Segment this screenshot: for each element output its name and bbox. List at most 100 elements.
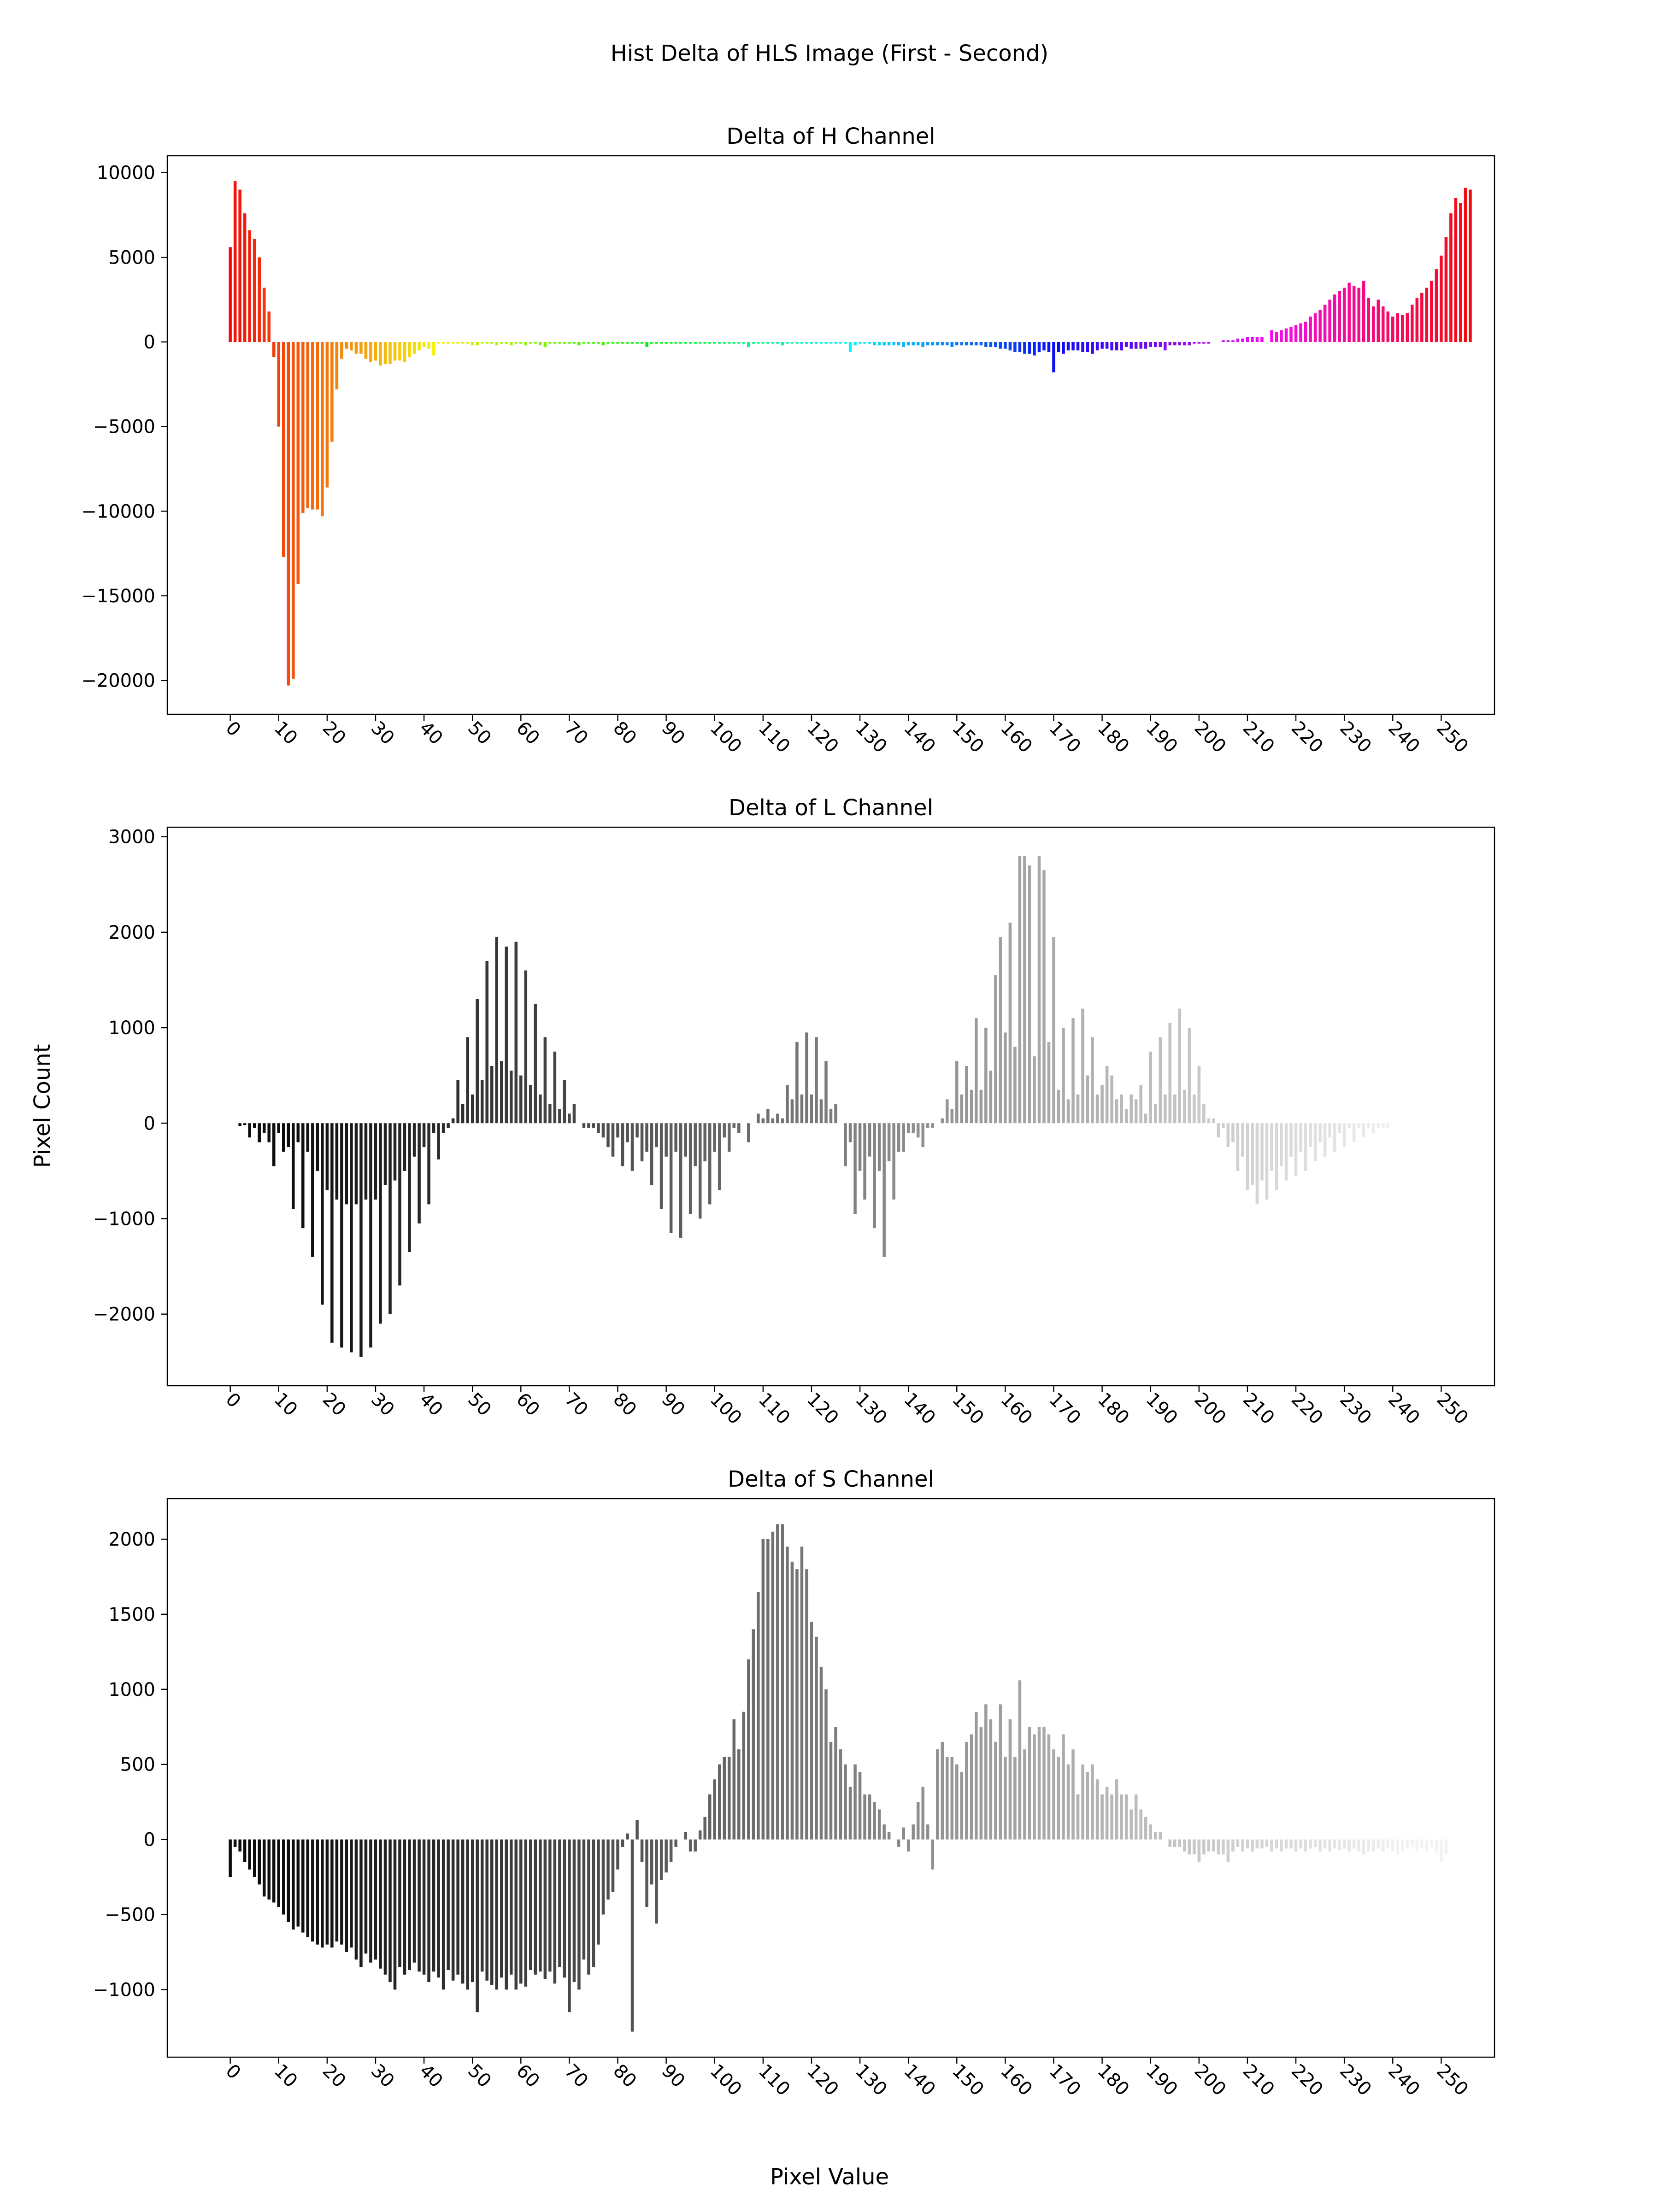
l-bar [718,1123,721,1190]
l-bar [621,1123,624,1166]
h-bar [887,342,891,346]
h-bar [630,342,634,344]
h-y-tick-label: 0 [144,332,155,353]
h-bar [1338,291,1341,342]
s-bar [393,1839,397,1990]
l-bar [321,1123,324,1305]
h-bar [524,342,528,346]
s-bar [887,1832,891,1840]
l-bar [906,1123,910,1133]
s-bar [955,1764,959,1840]
h-bar [441,342,445,344]
s-bar [447,1839,450,1971]
l-y-tick-label: 0 [144,1113,155,1134]
h-channel-title: Delta of H Channel [726,124,935,149]
h-bar [786,342,789,344]
h-bar [258,257,261,342]
s-bar [698,1830,702,1840]
s-bar [834,1727,837,1840]
s-bar [1052,1749,1055,1840]
h-bar [374,342,377,361]
h-bar [451,342,455,344]
s-bar [374,1839,377,1960]
h-bar [1144,342,1147,349]
s-bar [577,1839,581,1990]
h-bar [229,247,232,342]
l-bar [485,961,488,1124]
l-bar [1164,1094,1167,1124]
h-bar [456,342,459,344]
l-bar [1081,1008,1084,1124]
h-bar [1406,313,1409,342]
s-bar [480,1839,484,1972]
h-bar [510,342,513,346]
s-bar [674,1839,677,1847]
s-bar [742,1712,746,1840]
s-y-tick-label: −1000 [93,1979,155,2000]
l-bar [1197,1065,1201,1124]
h-bar [1193,342,1196,344]
s-bar [611,1839,615,1892]
h-bar [1246,336,1249,342]
l-bar [761,1118,765,1124]
l-bar [912,1123,915,1133]
s-bar [688,1839,692,1852]
l-bar [345,1123,348,1205]
l-bar [766,1109,770,1124]
l-bar [640,1123,644,1162]
l-bar [427,1123,430,1205]
h-y-tick-label: 5000 [108,247,155,268]
l-bar [325,1123,329,1190]
s-bar [1028,1727,1031,1840]
h-bar [287,342,290,686]
l-bar [684,1123,687,1157]
s-bar [1362,1839,1365,1855]
s-bar [441,1839,445,1990]
s-bar [1197,1839,1201,1862]
s-bar [1289,1839,1293,1849]
s-bar [1313,1839,1317,1847]
s-bar [848,1787,852,1840]
h-bar [1202,342,1206,344]
l-bar [800,1094,804,1124]
h-bar [713,342,716,344]
s-bar [1207,1839,1211,1852]
h-bar [272,342,276,358]
l-bar [1062,1028,1065,1124]
h-bar [984,342,988,347]
l-bar [292,1123,295,1209]
h-bar [1435,269,1438,342]
h-bar [383,342,387,364]
l-bar [548,1104,552,1124]
l-bar [374,1123,377,1200]
h-bar [1105,342,1109,349]
l-bar [645,1123,648,1152]
h-bar [1018,342,1022,353]
s-bar [461,1839,465,1984]
s-bar [684,1832,687,1840]
l-bar [1149,1051,1152,1124]
l-bar [1246,1123,1249,1190]
s-bar [1386,1839,1390,1849]
h-bar [839,342,842,344]
s-bar [897,1839,900,1847]
l-y-tick-label: 2000 [108,922,155,943]
s-bar [1338,1839,1341,1850]
h-bar [1280,330,1283,342]
s-bar [853,1764,857,1840]
l-bar [1377,1123,1380,1128]
s-bar [941,1741,944,1840]
s-bar [229,1839,232,1877]
l-bar [1047,1042,1051,1124]
l-bar [277,1123,281,1133]
h-bar [582,342,586,344]
s-bar [916,1802,920,1840]
s-bar [1183,1839,1186,1852]
l-bar [495,937,499,1124]
s-bar [776,1524,779,1840]
s-bar [873,1802,876,1840]
h-bar [1304,321,1307,342]
s-bar [669,1839,673,1862]
s-bar [345,1839,348,1952]
